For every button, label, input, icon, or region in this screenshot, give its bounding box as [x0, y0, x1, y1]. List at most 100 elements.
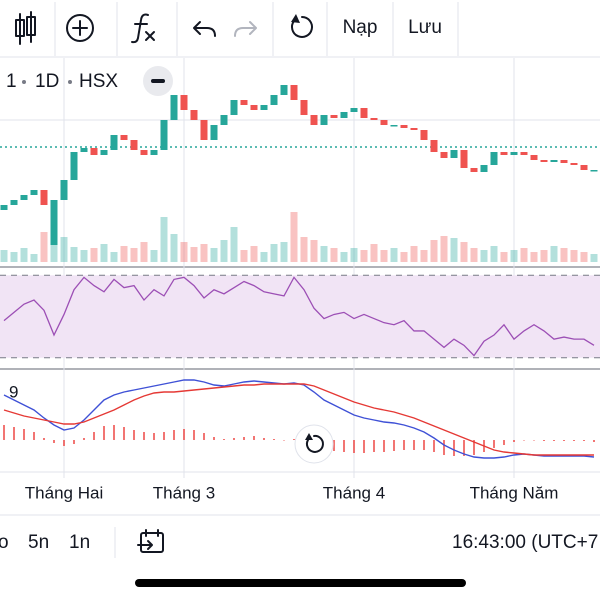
macd-histogram-bar [153, 433, 155, 440]
volume-bar [400, 252, 408, 262]
volume-bar [460, 242, 468, 262]
macd-histogram-bar [593, 440, 595, 442]
volume-bar [370, 244, 378, 262]
volume-bar [160, 217, 168, 262]
macd-histogram-bar [443, 440, 445, 455]
macd-histogram-bar [83, 438, 85, 440]
volume-bar [270, 244, 278, 262]
volume-bar [220, 240, 228, 262]
macd-histogram-bar [203, 433, 205, 440]
toolbar: Nạp Lưu [0, 2, 600, 58]
macd-histogram-bar [283, 440, 285, 441]
volume-bar [390, 248, 398, 262]
candle [460, 150, 468, 168]
candle [150, 150, 158, 155]
macd-histogram-bar [273, 439, 275, 440]
candle [510, 152, 518, 155]
candle [420, 130, 428, 140]
range-button[interactable]: 5n [28, 532, 49, 553]
macd-histogram-bar [463, 440, 465, 456]
volume-bar [410, 246, 418, 262]
volume-bar [500, 252, 508, 262]
reset-scale-button[interactable] [294, 424, 334, 464]
macd-histogram-bar [423, 440, 425, 450]
volume-bar [350, 248, 358, 262]
candle [580, 165, 588, 170]
range-button[interactable]: 1n [69, 532, 90, 553]
candle [340, 112, 348, 118]
candle [70, 152, 78, 180]
candle [110, 135, 118, 150]
candle [400, 125, 408, 128]
collapse-legend-button[interactable] [143, 66, 173, 96]
volume-bar [530, 252, 538, 262]
volume-bar [450, 238, 458, 262]
x-axis-label: Tháng 3 [153, 483, 215, 502]
add-indicator-button[interactable] [66, 14, 94, 42]
candle [290, 85, 298, 100]
macd-histogram-bar [563, 440, 565, 441]
candle [540, 160, 548, 162]
candle [410, 128, 418, 130]
candle [350, 108, 358, 112]
load-button[interactable]: Nạp [343, 17, 378, 38]
rsi-line [3, 276, 595, 357]
macd-histogram-bar [473, 440, 475, 455]
volume-bar [480, 250, 488, 262]
macd-line [3, 383, 594, 456]
macd-histogram-bar [73, 440, 75, 444]
volume-bar [340, 252, 348, 262]
volume-bar [570, 250, 578, 262]
indicators-button[interactable] [131, 13, 155, 44]
timezone-clock[interactable]: 16:43:00 (UTC+7 [452, 532, 598, 553]
volume-bar [560, 248, 568, 262]
range-button[interactable]: o [0, 532, 9, 553]
volume-bar [430, 240, 438, 262]
macd-histogram-bar [433, 440, 435, 452]
candle [200, 120, 208, 140]
macd-histogram-bar [513, 440, 515, 442]
candle [280, 85, 288, 95]
plots: Tháng Hai Tháng 3 Tháng 4 Tháng Năm [0, 58, 600, 502]
macd-histogram-bar [143, 432, 145, 440]
candle [240, 100, 248, 105]
macd-histogram-bar [343, 440, 345, 452]
volume-bar [110, 252, 118, 262]
reset-button[interactable] [291, 14, 313, 38]
go-to-date-button[interactable] [137, 529, 164, 553]
candle [450, 150, 458, 158]
volume-bar [60, 237, 68, 262]
x-axis-label: Tháng Hai [25, 483, 103, 502]
save-button[interactable]: Lưu [408, 17, 442, 38]
macd-histogram-bar [103, 426, 105, 440]
volume-bar [230, 227, 238, 262]
interval-count: 1 [6, 71, 17, 92]
volume-bar [80, 250, 88, 262]
volume-bar [520, 248, 528, 262]
volume-bar [290, 212, 298, 262]
redo-button[interactable] [234, 21, 257, 37]
macd-histogram-bar [383, 440, 385, 452]
candle [300, 100, 308, 115]
candle [430, 140, 438, 152]
rsi-band [0, 275, 600, 358]
macd-histogram-bar [253, 436, 255, 440]
x-axis-label: Tháng Năm [470, 483, 559, 502]
undo-button[interactable] [193, 21, 216, 37]
macd-histogram-bar [213, 437, 215, 440]
candle [0, 205, 8, 210]
macd-histogram-bar [33, 432, 35, 440]
chart-type-button[interactable] [15, 11, 36, 45]
volume-bar [120, 246, 128, 262]
macd-histogram-bar [373, 440, 375, 452]
volume-bar [190, 247, 198, 262]
volume-bar [100, 244, 108, 262]
volume-bar [590, 254, 598, 262]
volume-bar [240, 250, 248, 262]
candle [190, 110, 198, 120]
macd-histogram-bar [523, 440, 525, 441]
volume-bar [420, 250, 428, 262]
volume-bar [10, 252, 18, 262]
macd-histogram-bar [193, 430, 195, 440]
dot [68, 80, 72, 84]
